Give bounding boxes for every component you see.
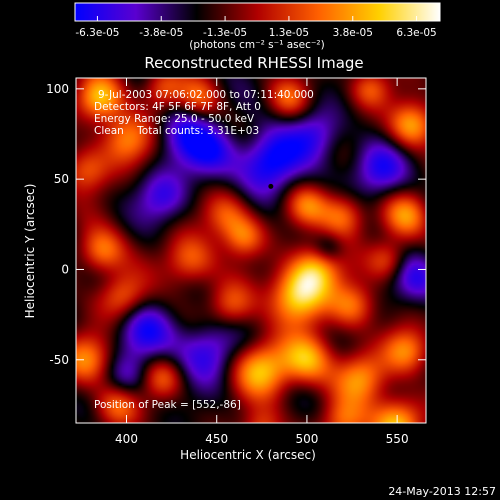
info-text: 9-Jul-2003 07:06:02.000 to 07:11:40.000 … bbox=[94, 89, 314, 411]
colorbar-ticks: -6.3e-05 -3.8e-05 -1.3e-05 1.3e-05 3.8e-05 6.… bbox=[75, 16, 437, 39]
info-line-time: 9-Jul-2003 07:06:02.000 to 07:11:40.000 bbox=[98, 89, 314, 101]
colorbar-tick-label: -3.8e-05 bbox=[139, 27, 183, 39]
y-tick-label: 50 bbox=[54, 172, 69, 186]
info-line-detectors: Detectors: 4F 5F 6F 7F 8F, Att 0 bbox=[94, 101, 261, 113]
x-tick-label: 500 bbox=[295, 432, 318, 446]
marker-point bbox=[268, 183, 274, 189]
colorbar-gradient bbox=[74, 2, 441, 22]
footer-timestamp: 24-May-2013 12:57 bbox=[388, 485, 496, 498]
y-axis-label: Heliocentric Y (arcsec) bbox=[23, 184, 37, 319]
plot-frame bbox=[75, 77, 427, 424]
heatmap-image bbox=[76, 78, 426, 423]
y-axis-ticks: 100 50 0 -50 bbox=[46, 82, 426, 367]
info-line-energy: Energy Range: 25.0 - 50.0 keV bbox=[94, 113, 255, 125]
colorbar-tick-label: -1.3e-05 bbox=[203, 27, 247, 39]
peak-marker bbox=[268, 183, 274, 189]
y-tick-label: 0 bbox=[61, 262, 69, 276]
colorbar-tick-label: 6.3e-05 bbox=[396, 27, 436, 39]
peak-position-label: Position of Peak = [552,-86] bbox=[94, 399, 241, 411]
chart-title: Reconstructed RHESSI Image bbox=[144, 54, 363, 72]
colorbar: -6.3e-05 -3.8e-05 -1.3e-05 1.3e-05 3.8e-05 6.… bbox=[74, 2, 441, 51]
y-tick-label: 100 bbox=[46, 82, 69, 96]
x-axis-label: Heliocentric X (arcsec) bbox=[180, 448, 316, 462]
colorbar-tick-label: 3.8e-05 bbox=[333, 27, 373, 39]
colorbar-unit-label: (photons cm⁻² s⁻¹ asec⁻²) bbox=[189, 39, 324, 51]
colorbar-tick-label: -6.3e-05 bbox=[75, 27, 119, 39]
colorbar-tick-label: 1.3e-05 bbox=[269, 27, 309, 39]
x-tick-label: 550 bbox=[386, 432, 409, 446]
x-tick-label: 400 bbox=[115, 432, 138, 446]
x-tick-label: 450 bbox=[205, 432, 228, 446]
info-line-counts: Clean Total counts: 3.31E+03 bbox=[94, 125, 259, 137]
y-tick-label: -50 bbox=[49, 353, 69, 367]
x-axis-ticks: 400 450 500 550 bbox=[115, 78, 409, 446]
